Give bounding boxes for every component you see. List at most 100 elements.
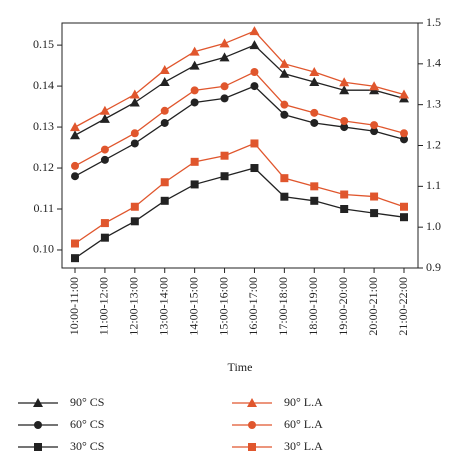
marker (280, 174, 289, 183)
marker (370, 209, 379, 218)
series-line (74, 85, 405, 177)
marker (250, 82, 259, 91)
marker (249, 26, 260, 36)
legend-marker (34, 443, 42, 451)
marker (159, 64, 170, 74)
marker (279, 68, 290, 78)
marker (400, 129, 408, 138)
x-tick-label: 18:00-19:00 (306, 277, 320, 336)
marker (340, 123, 349, 132)
y2-tick-label: 0.9 (426, 260, 441, 274)
x-tick-label: 16:00-17:00 (246, 277, 260, 336)
marker (130, 129, 139, 138)
legend-label: 60° CS (70, 417, 104, 431)
legend-label: 90° CS (70, 395, 104, 409)
marker (189, 60, 200, 70)
marker (159, 76, 170, 86)
x-tick-label: 15:00-16:00 (216, 277, 230, 336)
legend-marker (247, 398, 257, 407)
marker (160, 106, 169, 115)
legend-marker (248, 421, 256, 429)
legend-marker (34, 421, 42, 429)
marker (160, 118, 169, 127)
marker (310, 118, 319, 127)
marker (310, 196, 319, 205)
y-tick-label: 0.10 (33, 242, 54, 256)
series-line (74, 30, 405, 128)
marker (280, 100, 289, 109)
marker (400, 213, 408, 222)
y2-tick-label: 1.2 (426, 137, 441, 151)
y-tick-label: 0.15 (33, 37, 54, 51)
marker (129, 89, 140, 99)
marker (400, 202, 408, 211)
marker (190, 157, 199, 166)
y2-tick-label: 1.1 (426, 178, 441, 192)
marker (130, 217, 139, 226)
marker (310, 108, 319, 117)
marker (70, 130, 80, 140)
marker (160, 196, 169, 205)
marker (130, 202, 139, 211)
y-tick-label: 0.13 (33, 119, 54, 133)
legend-label: 30° CS (70, 439, 104, 453)
x-tick-label: 20:00-21:00 (366, 277, 380, 336)
y2-tick-label: 1.4 (426, 56, 441, 70)
legend-marker (248, 443, 256, 451)
x-tick-label: 13:00-14:00 (156, 277, 170, 336)
marker (71, 172, 79, 181)
y-tick-label: 0.14 (33, 78, 54, 92)
marker (160, 178, 169, 187)
marker (71, 161, 79, 170)
marker (190, 180, 199, 189)
marker (220, 82, 229, 91)
y-tick-label: 0.11 (33, 201, 54, 215)
marker (70, 122, 80, 132)
series-line (74, 142, 405, 245)
legend-label: 60° L.A (284, 417, 323, 431)
x-tick-label: 14:00-15:00 (186, 277, 200, 336)
marker (280, 192, 289, 201)
marker (219, 38, 230, 48)
marker (250, 139, 259, 148)
marker (219, 52, 230, 62)
y2-tick-label: 1.5 (426, 15, 441, 29)
series-line (74, 44, 405, 136)
marker (190, 98, 199, 107)
x-tick-label: 10:00-11:00 (67, 277, 81, 335)
marker (280, 110, 289, 119)
marker (340, 117, 349, 125)
marker (340, 190, 349, 199)
x-tick-label: 12:00-13:00 (127, 277, 141, 336)
x-tick-label: 17:00-18:00 (276, 277, 290, 336)
marker (100, 145, 109, 154)
marker (100, 155, 109, 164)
marker (99, 105, 110, 115)
marker (369, 81, 380, 91)
legend-label: 90° L.A (284, 395, 323, 409)
marker (100, 233, 109, 242)
legend-label: 30° L.A (284, 439, 323, 453)
marker (190, 86, 199, 95)
marker (309, 67, 320, 76)
marker (99, 113, 110, 123)
y2-tick-label: 1.0 (426, 219, 441, 233)
y2-tick-label: 1.3 (426, 96, 441, 110)
marker (339, 77, 350, 87)
y-tick-label: 0.12 (33, 160, 54, 174)
marker (71, 254, 79, 263)
marker (129, 97, 140, 107)
marker (220, 151, 229, 160)
marker (370, 192, 379, 201)
x-tick-label: 19:00-20:00 (336, 277, 350, 336)
marker (130, 139, 139, 148)
marker (309, 76, 320, 86)
marker (370, 127, 379, 136)
marker (220, 94, 229, 103)
x-tick-label: 11:00-12:00 (97, 277, 111, 335)
marker (249, 40, 260, 50)
marker (250, 68, 259, 76)
marker (310, 182, 319, 191)
marker (71, 239, 79, 248)
marker (399, 89, 409, 99)
